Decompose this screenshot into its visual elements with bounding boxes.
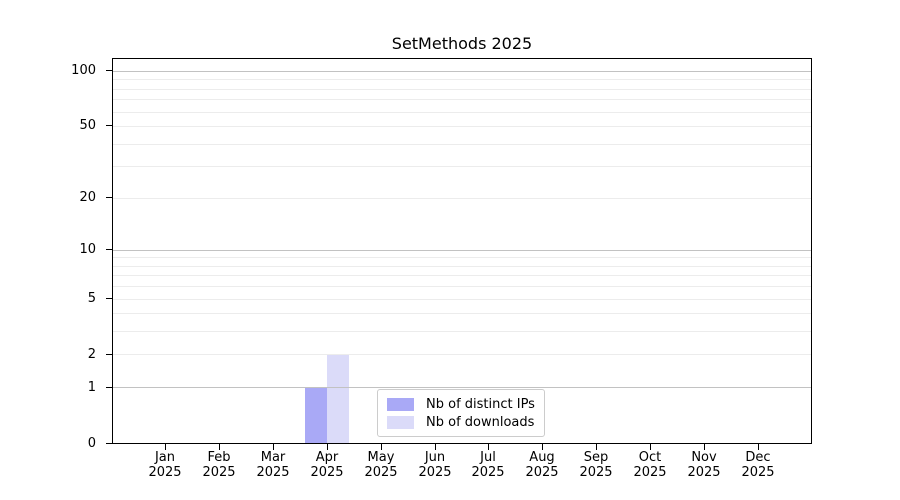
y-tick-1 xyxy=(106,387,112,388)
y-tick-20 xyxy=(106,197,112,198)
y-tick-label-50: 50 xyxy=(79,118,96,133)
x-tick-label-aug: Aug 2025 xyxy=(525,450,559,480)
x-tick-label-nov: Nov 2025 xyxy=(687,450,721,480)
y-tick-2 xyxy=(106,354,112,355)
bar-apr-distinct-ips xyxy=(305,387,327,443)
y-tick-5 xyxy=(106,298,112,299)
x-tick-jan xyxy=(165,444,166,450)
legend-swatch-downloads xyxy=(387,415,414,429)
x-tick-label-oct: Oct 2025 xyxy=(633,450,667,480)
x-tick-sep xyxy=(596,444,597,450)
legend-swatch-distinct-ips xyxy=(387,397,414,411)
y-tick-label-100: 100 xyxy=(71,63,96,78)
y-tick-label-1: 1 xyxy=(87,380,96,395)
bars-layer xyxy=(113,59,811,443)
x-tick-label-jul: Jul 2025 xyxy=(471,450,505,480)
x-tick-label-feb: Feb 2025 xyxy=(202,450,236,480)
x-tick-mar xyxy=(273,444,274,450)
y-tick-label-0: 0 xyxy=(87,436,96,451)
x-tick-label-dec: Dec 2025 xyxy=(741,450,775,480)
x-tick-label-jan: Jan 2025 xyxy=(148,450,182,480)
y-tick-label-2: 2 xyxy=(87,347,96,362)
y-tick-label-5: 5 xyxy=(87,291,96,306)
legend-item-distinct-ips: Nb of distinct IPs xyxy=(387,395,535,413)
legend-label-distinct-ips: Nb of distinct IPs xyxy=(426,396,535,412)
x-tick-nov xyxy=(704,444,705,450)
x-tick-label-may: May 2025 xyxy=(364,450,398,480)
y-tick-0 xyxy=(106,443,112,444)
x-tick-aug xyxy=(542,444,543,450)
x-tick-oct xyxy=(650,444,651,450)
x-tick-label-apr: Apr 2025 xyxy=(310,450,344,480)
plot-area: Nb of distinct IPs Nb of downloads xyxy=(112,58,812,444)
legend-item-downloads: Nb of downloads xyxy=(387,413,535,431)
x-tick-jun xyxy=(435,444,436,450)
y-tick-10 xyxy=(106,249,112,250)
x-tick-label-sep: Sep 2025 xyxy=(579,450,613,480)
y-tick-50 xyxy=(106,125,112,126)
chart-title: SetMethods 2025 xyxy=(391,34,533,53)
legend: Nb of distinct IPs Nb of downloads xyxy=(377,389,545,437)
x-tick-apr xyxy=(327,444,328,450)
x-tick-may xyxy=(381,444,382,450)
bar-apr-downloads xyxy=(327,354,349,443)
x-tick-label-mar: Mar 2025 xyxy=(256,450,290,480)
y-tick-label-20: 20 xyxy=(79,190,96,205)
x-tick-feb xyxy=(219,444,220,450)
x-tick-label-jun: Jun 2025 xyxy=(418,450,452,480)
x-tick-dec xyxy=(758,444,759,450)
legend-label-downloads: Nb of downloads xyxy=(426,414,535,430)
y-tick-label-10: 10 xyxy=(79,242,96,257)
y-tick-100 xyxy=(106,70,112,71)
x-tick-jul xyxy=(488,444,489,450)
